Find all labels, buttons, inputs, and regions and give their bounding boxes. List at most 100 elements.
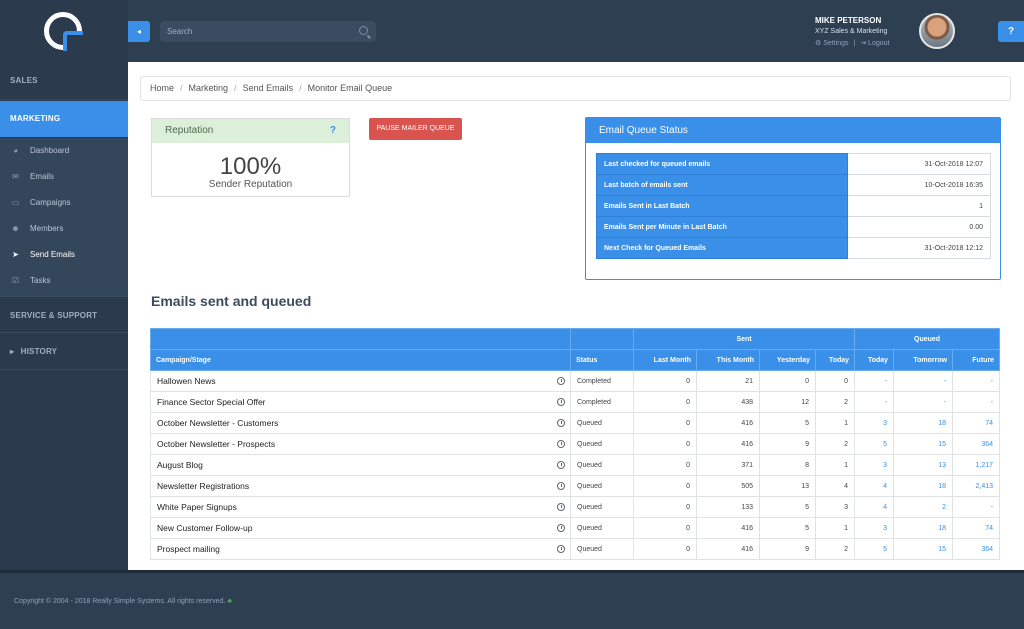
cell-queued-future: -: [952, 370, 1001, 392]
table-row[interactable]: October Newsletter - Prospects Queued 0 416…: [150, 433, 1001, 455]
campaign-name[interactable]: Newsletter Registrations: [157, 481, 250, 491]
cell-queued-tomorrow: 2: [893, 496, 954, 518]
breadcrumb-home[interactable]: Home: [150, 83, 175, 93]
campaign-name[interactable]: August Blog: [157, 460, 203, 470]
table-group-header-row: Sent Queued: [150, 328, 1001, 350]
breadcrumb-separator: /: [180, 83, 183, 93]
cell-yesterday: 9: [759, 433, 816, 455]
search-box: [160, 21, 376, 42]
pause-mailer-queue-button[interactable]: PAUSE MAILER QUEUE: [369, 118, 462, 140]
table-row[interactable]: New Customer Follow-up Queued 0 416 5 1 3 18 74: [150, 517, 1001, 539]
sidebar-item-label: Members: [30, 224, 64, 233]
logout-link[interactable]: ⇥ Logout: [860, 40, 890, 47]
cell-this-month: 438: [696, 391, 760, 413]
cell-queued-tomorrow: 15: [893, 433, 954, 455]
column-header-queued-future[interactable]: Future: [952, 349, 1001, 371]
inbox-icon: ▭: [11, 198, 20, 207]
table-row[interactable]: Prospect mailing Queued 0 416 9 2 5 15 364: [150, 538, 1001, 560]
table-row[interactable]: Hallowen News Completed 0 21 0 0- - -: [150, 370, 1001, 392]
clock-icon[interactable]: [557, 503, 565, 511]
table-row[interactable]: August Blog Queued 0 371 8 1 3 13 1,217: [150, 454, 1001, 476]
search-icon[interactable]: [359, 26, 368, 35]
clock-icon[interactable]: [557, 440, 565, 448]
cell-queued-tomorrow: 18: [893, 517, 954, 539]
collapse-sidebar-button[interactable]: ◂: [128, 21, 150, 42]
status-key: Emails Sent in Last Batch: [596, 195, 848, 217]
column-header-status[interactable]: Status: [570, 349, 634, 371]
cell-campaign[interactable]: White Paper Signups: [150, 496, 571, 518]
clock-icon[interactable]: [557, 545, 565, 553]
cell-campaign[interactable]: Newsletter Registrations: [150, 475, 571, 497]
column-header-yesterday[interactable]: Yesterday: [759, 349, 816, 371]
campaign-name[interactable]: Prospect mailing: [157, 544, 220, 554]
column-header-campaign[interactable]: Campaign/Stage: [150, 349, 571, 371]
column-header-queued-tomorrow[interactable]: Tomorrow: [893, 349, 954, 371]
users-icon: ☻: [11, 224, 20, 233]
cell-campaign[interactable]: New Customer Follow-up: [150, 517, 571, 539]
campaign-name[interactable]: Finance Sector Special Offer: [157, 397, 266, 407]
column-header-today[interactable]: Today: [814, 349, 856, 371]
sidebar-item-send-emails[interactable]: ➤ Send Emails: [0, 242, 128, 268]
nav-section-sales[interactable]: SALES: [0, 62, 128, 100]
clock-icon[interactable]: [557, 482, 565, 490]
clock-icon[interactable]: [557, 524, 565, 532]
sidebar-item-dashboard[interactable]: ◕ Dashboard: [0, 138, 128, 164]
search-input[interactable]: [160, 21, 350, 42]
campaign-name[interactable]: October Newsletter - Prospects: [157, 439, 276, 449]
email-queue-status-table: Last checked for queued emails 31-Oct-201…: [596, 153, 991, 259]
clock-icon[interactable]: [557, 419, 565, 427]
sidebar-item-tasks[interactable]: ☑ Tasks: [0, 268, 128, 294]
table-row[interactable]: October Newsletter - Customers Queued 0 416…: [150, 412, 1001, 434]
cell-campaign[interactable]: Prospect mailing: [150, 538, 571, 560]
breadcrumb-current: Monitor Email Queue: [307, 83, 393, 93]
main-content: Home / Marketing / Send Emails / Monitor Email…: [128, 62, 1024, 570]
breadcrumb-send-emails[interactable]: Send Emails: [242, 83, 294, 93]
avatar[interactable]: [919, 13, 955, 49]
cell-campaign[interactable]: August Blog: [150, 454, 571, 476]
nav-section-marketing[interactable]: MARKETING: [0, 101, 128, 137]
campaign-name[interactable]: New Customer Follow-up: [157, 523, 253, 533]
campaign-name[interactable]: October Newsletter - Customers: [157, 418, 279, 428]
table-row[interactable]: Newsletter Registrations Queued 0 505 13 4 4 18…: [150, 475, 1001, 497]
chevron-left-icon: ◂: [136, 27, 141, 36]
sidebar-item-emails[interactable]: ✉ Emails: [0, 164, 128, 190]
status-row: Next Check for Queued Emails 31-Oct-2018 …: [596, 237, 991, 259]
cell-last-month: 0: [633, 496, 697, 518]
sidebar-item-members[interactable]: ☻ Members: [0, 216, 128, 242]
cell-last-month: 0: [633, 412, 697, 434]
cell-campaign[interactable]: Finance Sector Special Offer: [150, 391, 571, 413]
status-key: Emails Sent per Minute in Last Batch: [596, 216, 848, 238]
group-header-empty: [570, 328, 634, 350]
table-row[interactable]: White Paper Signups Queued 0 133 5 3 4 2-: [150, 496, 1001, 518]
sidebar-item-campaigns[interactable]: ▭ Campaigns: [0, 190, 128, 216]
help-button[interactable]: ?: [998, 21, 1024, 42]
nav-section-service[interactable]: SERVICE & SUPPORT: [0, 296, 128, 333]
column-header-this-month[interactable]: This Month: [696, 349, 760, 371]
clock-icon[interactable]: [557, 461, 565, 469]
campaign-name[interactable]: Hallowen News: [157, 376, 216, 386]
marketing-subnav: ◕ Dashboard ✉ Emails ▭ Campaigns ☻ Membe…: [0, 138, 128, 296]
column-header-queued-today[interactable]: Today: [854, 349, 895, 371]
nav-section-history[interactable]: ▸ HISTORY: [0, 334, 128, 370]
cell-campaign[interactable]: October Newsletter - Prospects: [150, 433, 571, 455]
clock-icon[interactable]: [557, 377, 565, 385]
settings-link[interactable]: ⚙ Settings: [815, 40, 849, 47]
cell-yesterday: 13: [759, 475, 816, 497]
cell-this-month: 133: [696, 496, 760, 518]
envelope-icon: ✉: [12, 172, 19, 181]
cell-queued-today: 4: [854, 475, 895, 497]
cell-campaign[interactable]: Hallowen News: [150, 370, 571, 392]
column-header-last-month[interactable]: Last Month: [633, 349, 697, 371]
clock-icon[interactable]: [557, 398, 565, 406]
table-row[interactable]: Finance Sector Special Offer Completed 0 43…: [150, 391, 1001, 413]
campaign-name[interactable]: White Paper Signups: [157, 502, 237, 512]
cell-campaign[interactable]: October Newsletter - Customers: [150, 412, 571, 434]
sidebar: SALES MARKETING ◕ Dashboard ✉ Emails ▭ C…: [0, 0, 128, 570]
cell-this-month: 416: [696, 412, 760, 434]
status-row: Last checked for queued emails 31-Oct-201…: [596, 153, 991, 175]
status-badge: Queued: [570, 517, 634, 539]
logo-icon[interactable]: [44, 12, 83, 51]
nav-section-history-label: HISTORY: [20, 347, 58, 356]
question-icon[interactable]: ?: [329, 125, 336, 136]
breadcrumb-marketing[interactable]: Marketing: [188, 83, 229, 93]
